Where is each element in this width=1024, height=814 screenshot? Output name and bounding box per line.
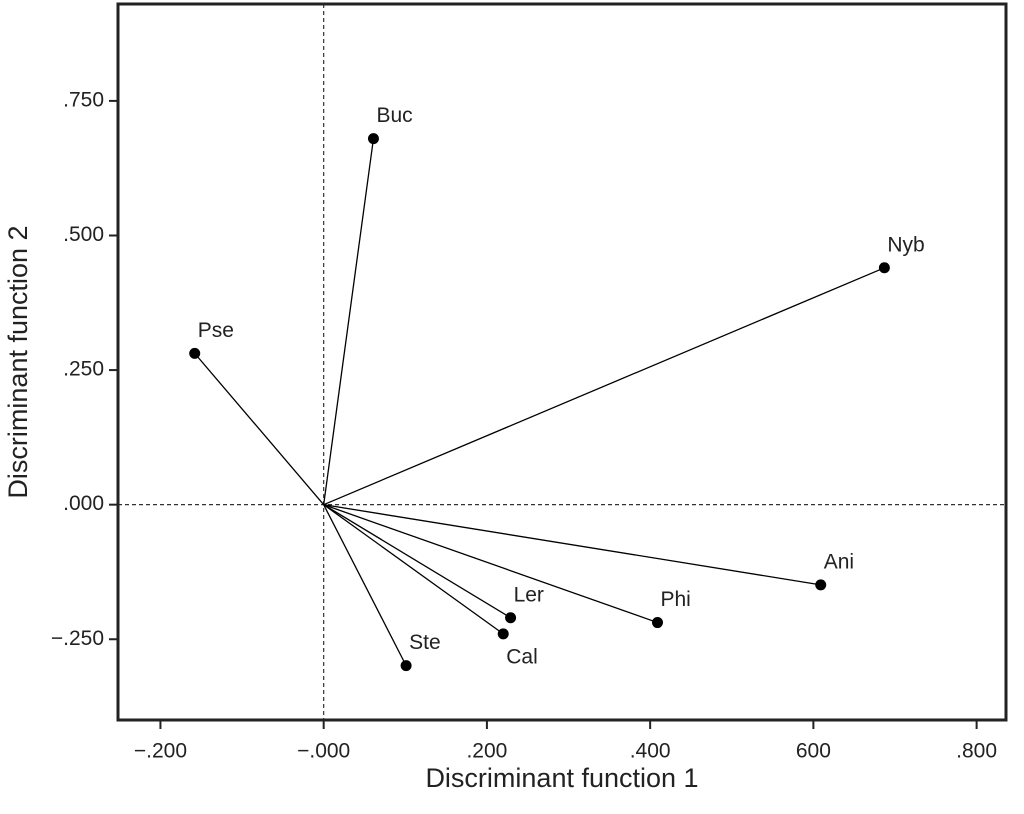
point-label: Pse <box>198 319 234 342</box>
y-tick-label: .250 <box>63 358 104 381</box>
point-label: Buc <box>376 104 412 127</box>
y-tick-label: −.250 <box>51 627 104 650</box>
point <box>651 617 663 629</box>
vector-line <box>323 504 658 624</box>
plot-frame <box>116 2 1008 722</box>
y-tick-label: .500 <box>63 223 104 246</box>
point-label: Ani <box>824 550 854 573</box>
point-label: Cal <box>506 645 538 668</box>
point <box>815 579 827 591</box>
y-tick-label: .750 <box>63 88 104 111</box>
point-label: Nyb <box>887 233 924 256</box>
point <box>189 347 201 359</box>
point <box>878 262 890 274</box>
x-tick-label: −.000 <box>297 740 350 763</box>
y-tick-label: .000 <box>63 492 104 515</box>
x-tick-label: .400 <box>630 740 671 763</box>
point-label: Ste <box>409 631 441 654</box>
vector-line <box>323 138 375 505</box>
y-axis-title: Discriminant function 2 <box>3 225 33 498</box>
point <box>497 628 509 640</box>
vector-line <box>194 352 325 506</box>
x-tick-label: 600 <box>796 740 831 763</box>
vector-line <box>323 504 511 619</box>
vector-line <box>323 504 821 586</box>
point <box>505 612 517 624</box>
x-tick-label: −.200 <box>134 740 187 763</box>
point-label: Ler <box>514 583 544 606</box>
point <box>367 133 379 145</box>
vector-line <box>323 504 407 666</box>
vector-line <box>323 504 504 635</box>
x-axis-title: Discriminant function 1 <box>425 763 698 793</box>
x-tick-label: .800 <box>956 740 997 763</box>
point <box>400 660 412 672</box>
point-label: Phi <box>660 588 690 611</box>
vector-line <box>323 267 885 506</box>
x-tick-label: .200 <box>466 740 507 763</box>
